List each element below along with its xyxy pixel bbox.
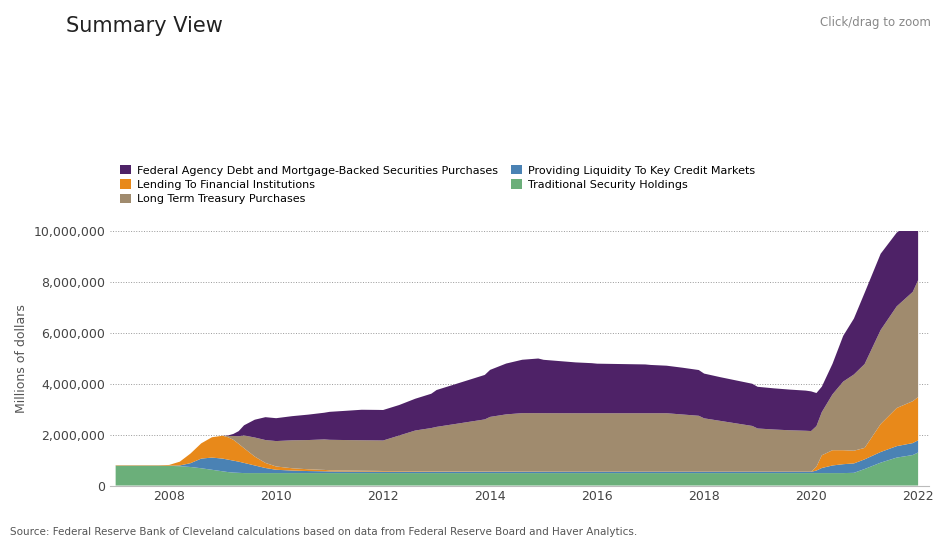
Legend: Federal Agency Debt and Mortgage-Backed Securities Purchases, Lending To Financi: Federal Agency Debt and Mortgage-Backed … <box>116 161 760 208</box>
Text: Summary View: Summary View <box>66 16 223 36</box>
Y-axis label: Millions of dollars: Millions of dollars <box>15 304 28 413</box>
Text: Source: Federal Reserve Bank of Cleveland calculations based on data from Federa: Source: Federal Reserve Bank of Clevelan… <box>10 527 636 537</box>
Text: Click/drag to zoom: Click/drag to zoom <box>820 16 931 29</box>
